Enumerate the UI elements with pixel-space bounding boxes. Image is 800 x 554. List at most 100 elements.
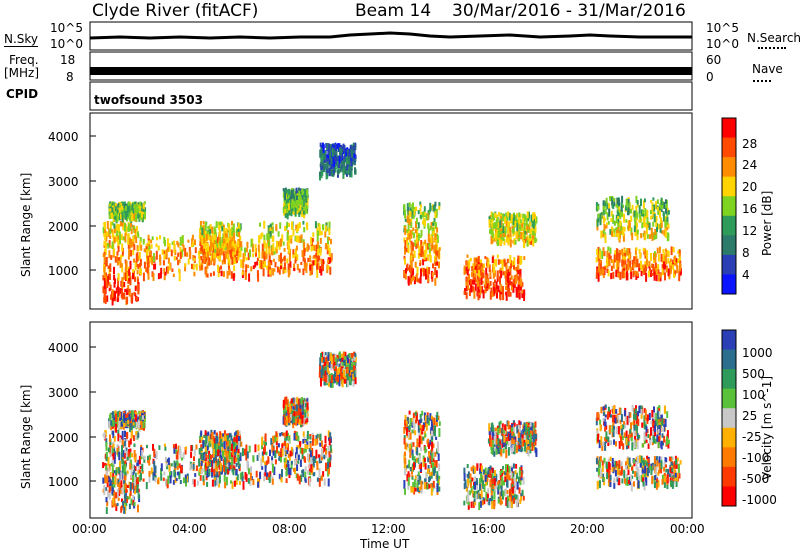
heatmap-cell xyxy=(463,473,466,482)
heatmap-cell xyxy=(438,205,441,211)
heatmap-cell xyxy=(469,479,472,486)
heatmap-cell xyxy=(108,206,111,216)
heatmap-cell xyxy=(276,432,279,442)
heatmap-cell xyxy=(531,220,534,227)
heatmap-cell xyxy=(166,479,169,487)
heatmap-cell xyxy=(430,453,433,458)
heatmap-cell xyxy=(283,440,286,449)
heatmap-cell xyxy=(168,462,171,471)
heatmap-cell xyxy=(113,497,116,506)
heatmap-cell xyxy=(221,237,224,244)
heatmap-cell xyxy=(211,431,214,440)
heatmap-cell xyxy=(225,461,228,465)
heatmap-cell xyxy=(330,253,333,261)
heatmap-cell xyxy=(119,206,122,216)
heatmap-cell xyxy=(627,225,630,232)
heatmap-cell xyxy=(325,163,328,172)
heatmap-cell xyxy=(204,253,207,258)
heatmap-cell xyxy=(500,284,503,292)
heatmap-cell xyxy=(218,453,221,462)
heatmap-cell xyxy=(124,505,126,514)
heatmap-cell xyxy=(665,199,667,204)
heatmap-cell xyxy=(198,448,201,455)
heatmap-cell xyxy=(644,261,647,266)
heatmap-cell xyxy=(102,275,105,281)
heatmap-cell xyxy=(640,233,643,237)
heatmap-cell xyxy=(286,412,289,417)
heatmap-cell xyxy=(177,252,180,257)
heatmap-cell xyxy=(231,447,234,456)
heatmap-cell xyxy=(135,205,138,209)
heatmap-cell xyxy=(306,222,309,231)
heatmap-cell xyxy=(132,208,135,213)
heatmap-cell xyxy=(218,475,221,484)
heatmap-cell xyxy=(290,191,293,200)
heatmap-cell xyxy=(431,441,434,450)
heatmap-cell xyxy=(124,482,127,490)
heatmap-cell xyxy=(434,260,437,266)
heatmap-cell xyxy=(354,170,357,175)
heatmap-cell xyxy=(111,297,114,306)
heatmap-cell xyxy=(284,199,287,208)
heatmap-cell xyxy=(204,430,207,436)
heatmap-cell xyxy=(218,235,221,240)
heatmap-cell xyxy=(268,472,271,478)
heatmap-cell xyxy=(465,276,468,282)
heatmap-cell xyxy=(245,451,248,461)
heatmap-cell xyxy=(630,232,633,236)
heatmap-cell xyxy=(231,220,233,226)
heatmap-cell xyxy=(231,238,234,246)
heatmap-cell xyxy=(236,247,239,254)
heatmap-cell xyxy=(121,267,124,273)
heatmap-cell xyxy=(486,273,489,280)
heatmap-cell xyxy=(216,471,219,481)
heatmap-cell xyxy=(125,205,128,211)
heatmap-cell xyxy=(286,399,289,408)
heatmap-cell xyxy=(134,482,137,491)
heatmap-cell xyxy=(519,467,521,475)
heatmap-cell xyxy=(643,271,646,275)
heatmap-cell xyxy=(527,225,530,233)
heatmap-cell xyxy=(330,448,333,454)
heatmap-cell xyxy=(499,220,502,229)
heatmap-cell xyxy=(231,232,234,236)
heatmap-cell xyxy=(326,147,329,151)
heatmap-cell xyxy=(415,410,418,420)
heatmap-cell xyxy=(289,413,292,421)
heatmap-cell xyxy=(262,455,265,463)
heatmap-cell xyxy=(532,212,535,221)
heatmap-cell xyxy=(354,154,357,158)
heatmap-cell xyxy=(228,460,231,467)
heatmap-cell xyxy=(319,149,322,158)
heatmap-cell xyxy=(613,198,616,207)
heatmap-cell xyxy=(511,493,514,501)
heatmap-cell xyxy=(505,237,508,243)
heatmap-cell xyxy=(163,471,166,476)
heatmap-cell xyxy=(246,461,249,469)
heatmap-cell xyxy=(297,235,300,243)
heatmap-cell xyxy=(313,254,316,259)
heatmap-cell xyxy=(139,206,142,214)
heatmap-cell xyxy=(535,238,538,242)
heatmap-cell xyxy=(285,413,288,421)
heatmap-cell xyxy=(200,447,203,452)
heatmap-cell xyxy=(481,500,484,506)
heatmap-cell xyxy=(207,465,210,469)
heatmap-cell xyxy=(280,264,282,270)
heatmap-cell xyxy=(328,257,331,264)
heatmap-cell xyxy=(466,276,469,281)
heatmap-cell xyxy=(623,251,626,259)
heatmap-cell xyxy=(225,229,228,237)
heatmap-cell xyxy=(141,213,144,222)
heatmap-cell xyxy=(281,469,283,478)
heatmap-cell xyxy=(410,211,413,218)
heatmap-cell xyxy=(509,292,512,297)
heatmap-cell xyxy=(301,415,304,424)
heatmap-cell xyxy=(295,411,298,416)
heatmap-cell xyxy=(129,449,132,458)
heatmap-cell xyxy=(299,204,302,211)
heatmap-cell xyxy=(659,210,661,219)
heatmap-cell xyxy=(193,456,195,462)
heatmap-cell xyxy=(204,250,207,257)
heatmap-cell xyxy=(303,202,306,206)
